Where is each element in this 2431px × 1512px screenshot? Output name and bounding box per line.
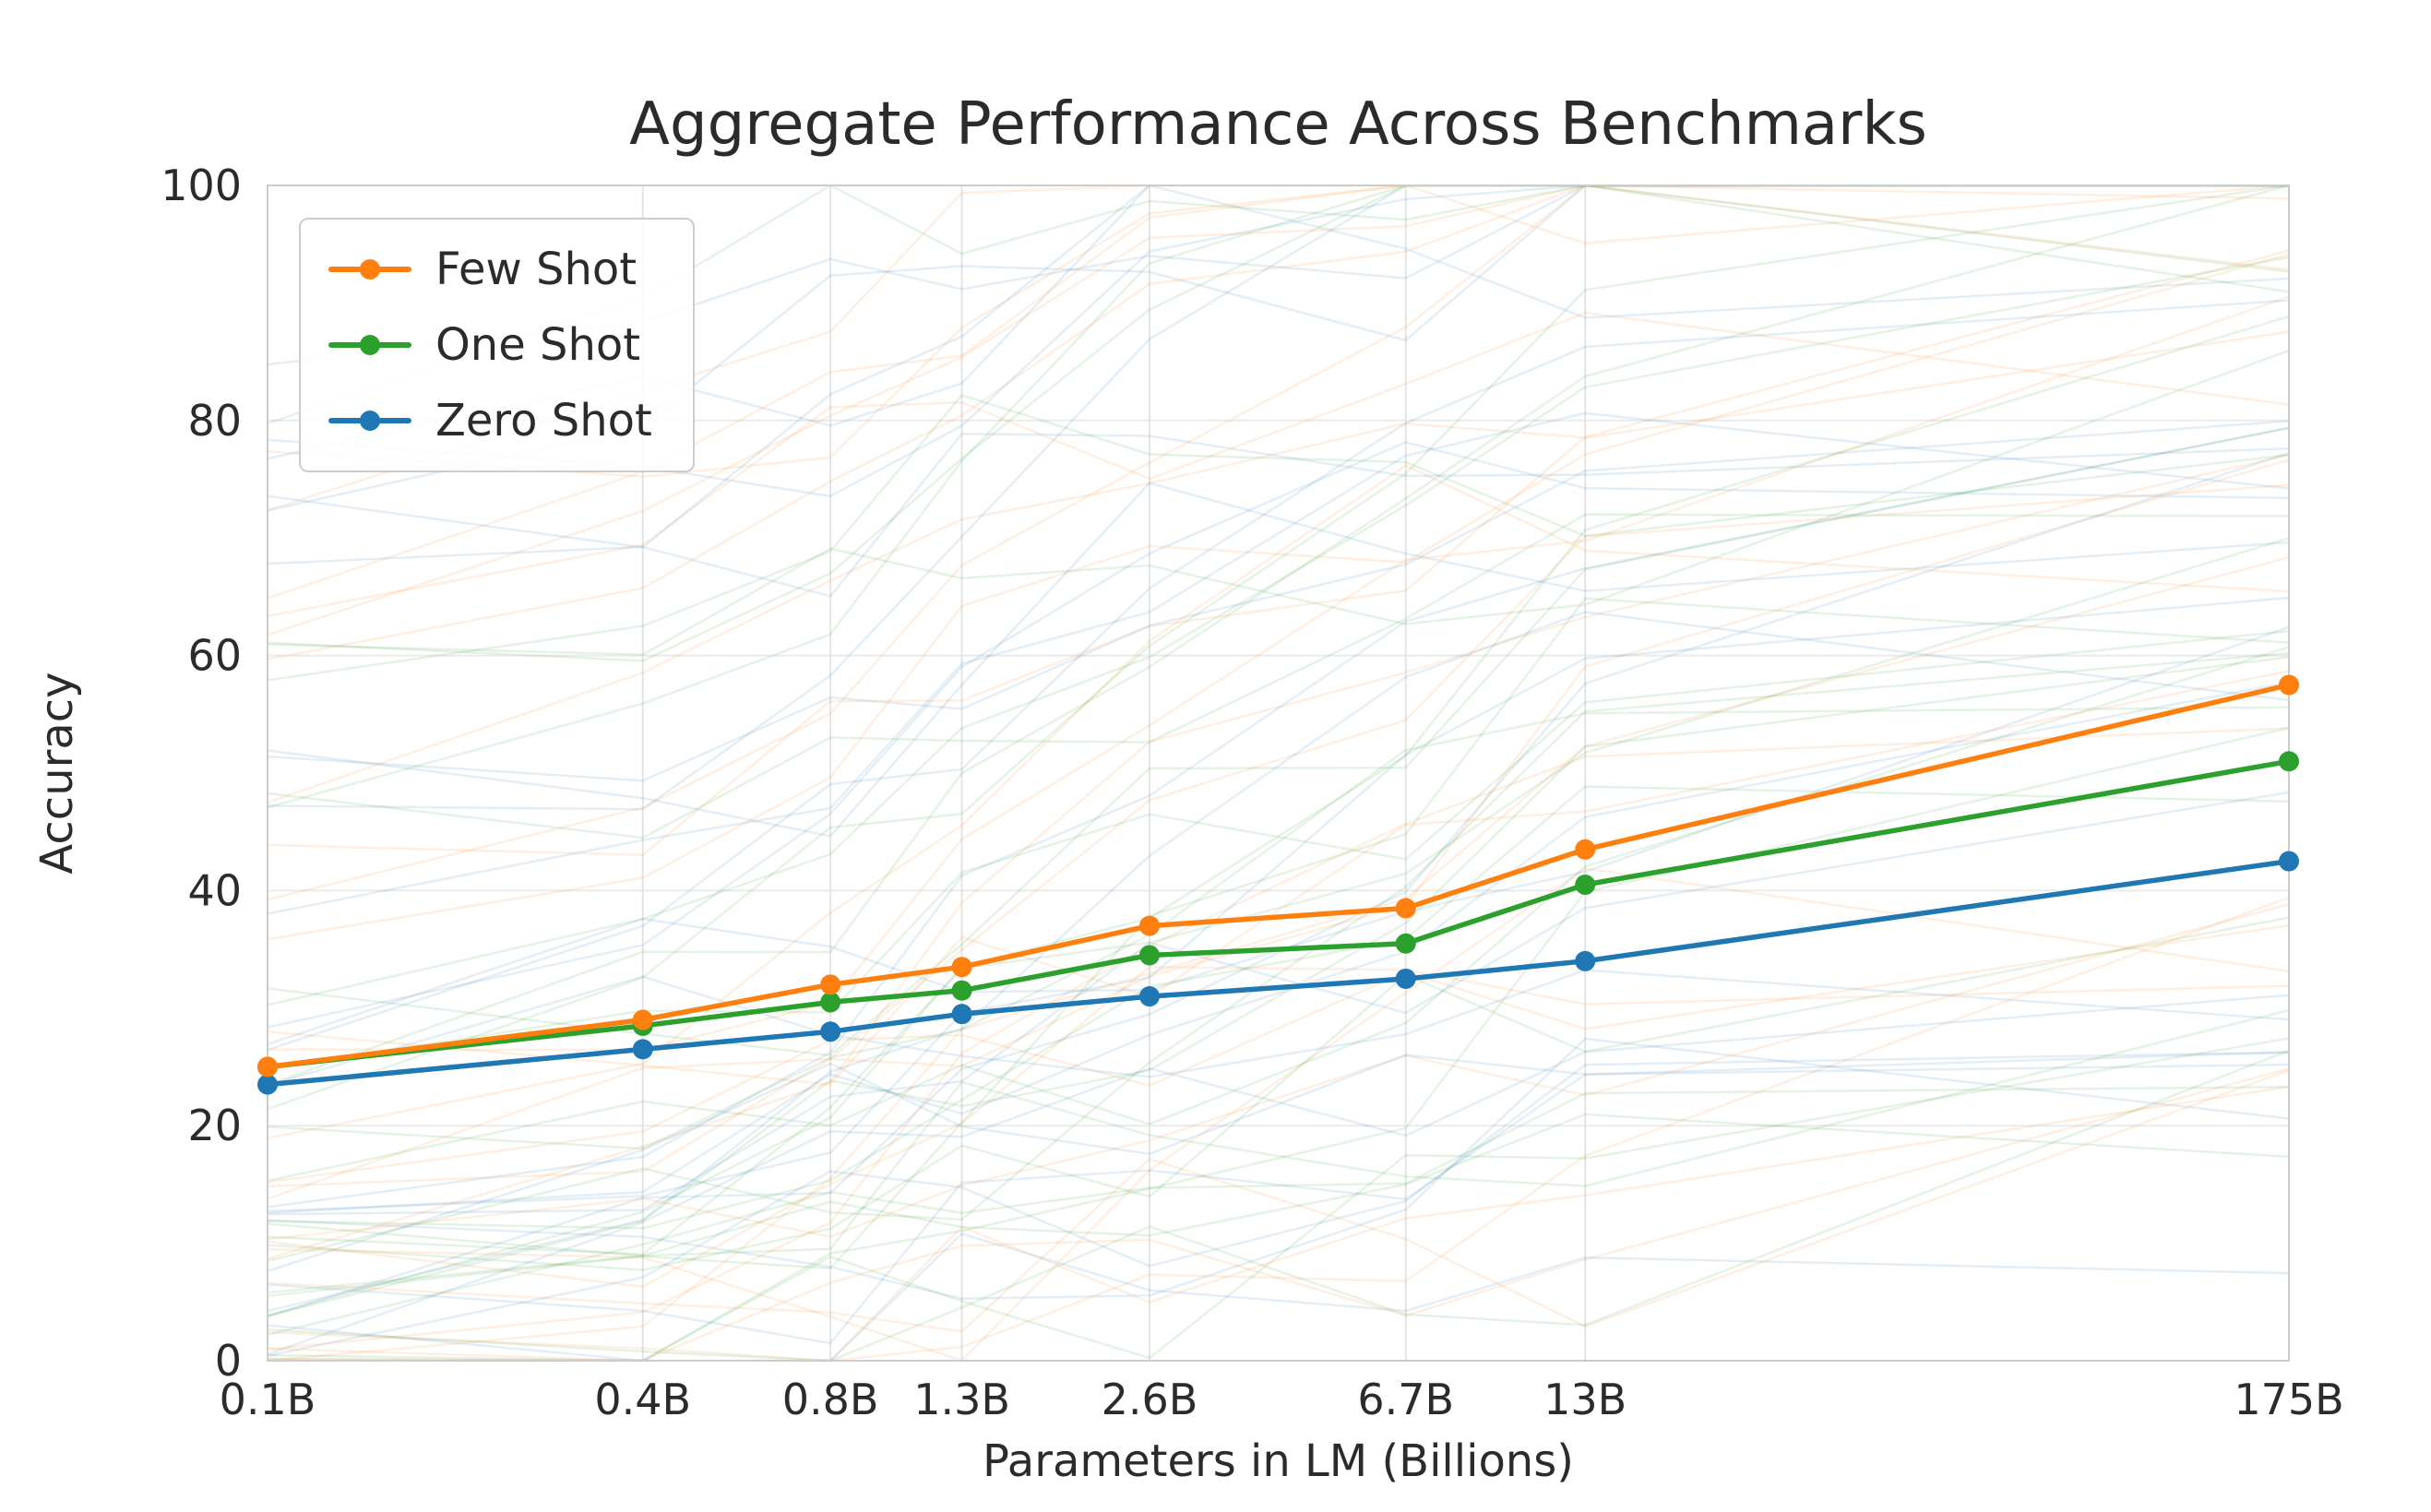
series-marker-one-shot [951,980,972,1001]
y-tick-label: 40 [187,865,242,915]
legend-label-one-shot: One Shot [435,319,641,371]
series-marker-one-shot [2279,751,2299,772]
series-few-shot [257,674,2299,1077]
series-marker-few-shot [257,1056,278,1077]
series-marker-few-shot [2279,674,2299,696]
series-marker-few-shot [632,1009,653,1030]
series-line-one-shot [265,758,2292,1070]
plot-border [267,185,2290,1362]
y-tick-label: 60 [187,631,242,681]
x-tick-label: 0.1B [220,1375,316,1424]
y-tick-label: 80 [187,396,242,446]
series-marker-zero-shot [1138,986,1160,1007]
series-marker-few-shot [1395,898,1416,919]
legend-dot-sample [360,335,380,355]
y-tick-label: 0 [215,1336,242,1386]
series-marker-one-shot [1575,875,1596,896]
chart-title: Aggregate Performance Across Benchmarks [629,90,1927,159]
x-tick-label: 0.4B [594,1375,691,1424]
series-marker-few-shot [820,974,841,995]
x-tick-label: 6.7B [1357,1375,1454,1424]
legend-marker-zero-shot [328,409,411,433]
series-marker-few-shot [1138,915,1160,936]
legend-item-zero-shot: Zero Shot [328,395,652,446]
series-marker-one-shot [1395,933,1416,954]
series-line-few-shot [265,682,2292,1070]
series-marker-zero-shot [1395,968,1416,989]
series-zero-shot [257,851,2299,1095]
legend-item-few-shot: Few Shot [328,244,652,295]
legend: Few Shot One Shot Zero Shot [299,218,695,472]
series-marker-few-shot [951,957,972,978]
x-tick-label: 1.3B [913,1375,1010,1424]
series-marker-few-shot [1575,839,1596,860]
legend-label-zero-shot: Zero Shot [435,395,652,446]
series-marker-zero-shot [820,1021,841,1042]
legend-marker-few-shot [328,257,411,281]
x-axis-label: Parameters in LM (Billions) [983,1435,1574,1487]
legend-marker-one-shot [328,333,411,357]
y-axis-label: Accuracy [31,672,83,875]
legend-dot-sample [360,411,380,431]
legend-dot-sample [360,259,380,280]
series-marker-zero-shot [2279,851,2299,872]
series-marker-zero-shot [1575,950,1596,971]
x-tick-label: 2.6B [1102,1375,1198,1424]
legend-item-one-shot: One Shot [328,319,652,371]
series-marker-zero-shot [951,1004,972,1025]
series-marker-zero-shot [257,1074,278,1095]
tick-labels: 0 20 40 60 80 100 0.1B 0.4B 0.8B 1.3B 2.6B 6.7B 13B 1… [161,161,2343,1424]
series-marker-one-shot [1138,945,1160,966]
x-tick-label: 0.8B [782,1375,879,1424]
series-marker-zero-shot [632,1039,653,1060]
x-tick-label: 13B [1543,1375,1627,1424]
y-tick-label: 100 [161,161,242,210]
x-tick-label: 175B [2234,1375,2343,1424]
series-marker-one-shot [820,992,841,1013]
y-tick-label: 20 [187,1101,242,1150]
legend-label-few-shot: Few Shot [435,244,638,295]
background-benchmark-lines [268,185,2289,1361]
series-line-zero-shot [265,858,2292,1088]
